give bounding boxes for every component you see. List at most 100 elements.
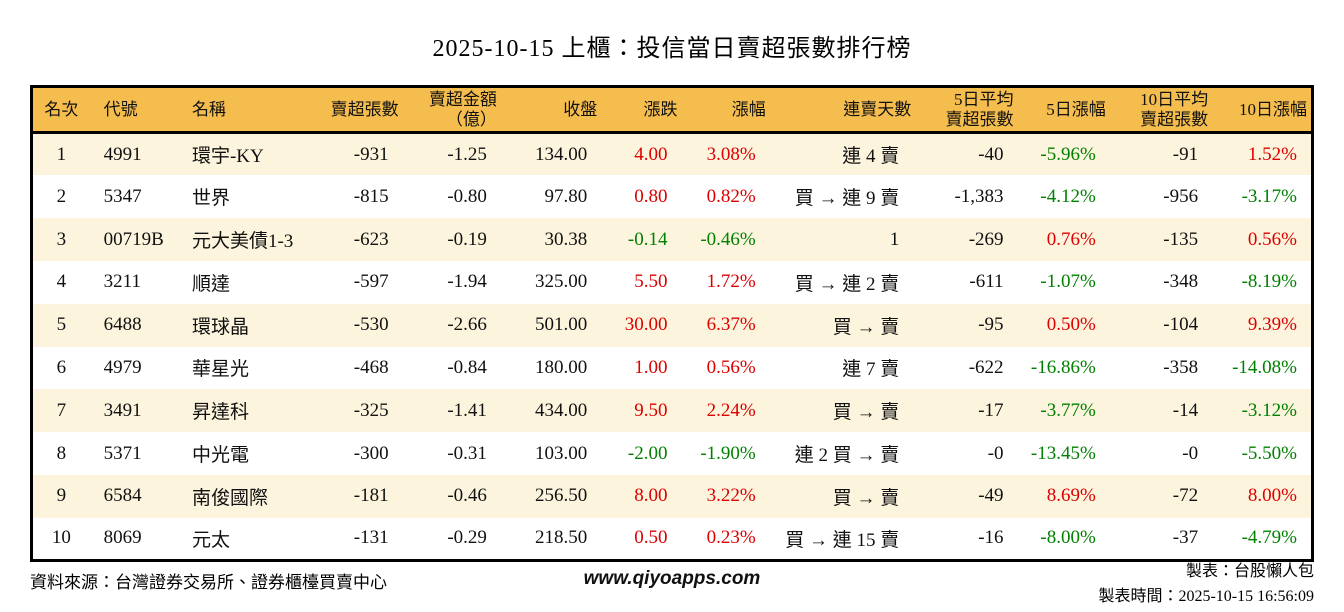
cell-amount: -1.25 <box>447 143 487 165</box>
cell-rank: 4 <box>56 271 67 293</box>
column-header-change_pct: 漲幅 <box>681 86 770 135</box>
cell-rank: 6 <box>56 356 67 378</box>
page-title: 2025-10-15 上櫃：投信當日賣超張數排行榜 <box>432 36 912 62</box>
cell-code: 3491 <box>103 399 142 421</box>
cell-amount: -2.66 <box>447 314 487 336</box>
cell-code: 3211 <box>103 271 141 293</box>
cell-amount: -1.41 <box>447 399 487 421</box>
cell-pct5: -4.12% <box>1040 185 1096 207</box>
cell-rank: 1 <box>56 143 67 165</box>
cell-change_pct: -1.90% <box>700 442 756 464</box>
table-row: 7 3491 昇達科 -325 -1.41 434.00 9.50 2.24% 買 → 賣 -17… <box>31 389 1313 433</box>
report-credit: 製表：台股懶人包 製表時間：2025-10-15 16:56:09 <box>1098 560 1314 610</box>
cell-pct10: 9.39% <box>1247 314 1297 336</box>
cell-avg5: -49 <box>978 485 1004 507</box>
cell-avg5: -1,383 <box>954 185 1004 207</box>
cell-change: 0.80 <box>634 185 668 207</box>
cell-avg5: -16 <box>978 527 1004 549</box>
cell-amount: -0.29 <box>447 527 487 549</box>
table-row: 6 4979 華星光 -468 -0.84 180.00 1.00 0.56% 連 7 賣 -62… <box>32 347 1313 390</box>
column-header-rank: 名次 <box>31 86 90 135</box>
cell-avg5: -269 <box>968 228 1004 250</box>
cell-net_sell: -468 <box>353 356 389 378</box>
cell-net_sell: -181 <box>353 485 389 507</box>
column-header-avg10: 10日平均 賣超張數 <box>1109 86 1213 135</box>
cell-amount: -1.94 <box>447 271 487 293</box>
cell-avg10: -358 <box>1163 356 1199 378</box>
cell-pct5: -8.00% <box>1040 527 1096 549</box>
cell-code: 5371 <box>103 442 142 464</box>
cell-rank: 2 <box>56 185 67 207</box>
table-row: 1 4991 環宇-KY -931 -1.25 134.00 4.00 3.08% 連 4 賣 -… <box>31 132 1313 176</box>
cell-streak: 1 <box>889 228 900 250</box>
cell-change: -2.00 <box>627 442 668 464</box>
cell-rank: 7 <box>56 399 67 421</box>
cell-change_pct: 0.23% <box>706 527 756 549</box>
cell-close: 30.38 <box>544 228 588 250</box>
cell-net_sell: -300 <box>353 442 389 464</box>
column-header-net_sell: 賣超張數 <box>312 86 403 135</box>
cell-change: -0.14 <box>627 228 668 250</box>
column-header-pct5: 5日漲幅 <box>1017 86 1110 135</box>
cell-net_sell: -131 <box>353 527 389 549</box>
cell-change: 5.50 <box>634 271 668 293</box>
cell-avg10: -91 <box>1172 143 1199 165</box>
cell-streak: 買 → 賣 <box>832 402 900 424</box>
cell-avg10: -135 <box>1163 228 1199 250</box>
cell-streak: 連 2 買 → 賣 <box>794 445 900 467</box>
cell-streak: 連 4 賣 <box>842 146 900 168</box>
cell-pct10: -3.12% <box>1241 399 1297 421</box>
cell-streak: 買 → 連 15 賣 <box>785 529 900 551</box>
cell-pct10: 1.52% <box>1247 143 1297 165</box>
table-row: 2 5347 世界 -815 -0.80 97.80 0.80 0.82% 買 → 連 9 賣 -… <box>32 175 1313 218</box>
cell-streak: 買 → 連 9 賣 <box>794 188 900 210</box>
cell-amount: -0.31 <box>447 442 487 464</box>
cell-avg10: -104 <box>1163 314 1199 336</box>
cell-change: 9.50 <box>634 399 668 421</box>
cell-net_sell: -597 <box>353 271 389 293</box>
cell-pct10: -4.79% <box>1241 527 1297 549</box>
cell-code: 4991 <box>103 143 142 165</box>
column-header-code: 代號 <box>89 86 178 135</box>
cell-code: 4979 <box>103 356 142 378</box>
cell-change_pct: 0.82% <box>706 185 756 207</box>
cell-close: 180.00 <box>534 356 588 378</box>
cell-rank: 10 <box>51 527 71 549</box>
column-header-close: 收盤 <box>500 86 602 135</box>
cell-avg10: -37 <box>1172 527 1199 549</box>
website-watermark: www.qiyoapps.com <box>583 568 761 589</box>
cell-name: 元太 <box>191 529 230 551</box>
cell-avg5: -40 <box>978 143 1004 165</box>
data-source-note: 資料來源：台灣證券交易所、證券櫃檯買賣中心 <box>30 573 387 592</box>
cell-change_pct: -0.46% <box>700 228 756 250</box>
cell-change_pct: 2.24% <box>706 399 756 421</box>
cell-rank: 8 <box>56 442 67 464</box>
cell-close: 97.80 <box>544 185 588 207</box>
cell-change_pct: 3.08% <box>706 143 756 165</box>
cell-rank: 9 <box>56 485 67 507</box>
cell-change: 30.00 <box>624 314 668 336</box>
cell-net_sell: -623 <box>353 228 389 250</box>
column-header-streak: 連賣天數 <box>769 86 916 135</box>
cell-name: 華星光 <box>191 359 249 381</box>
report-timestamp: 製表時間：2025-10-15 16:56:09 <box>1098 587 1314 605</box>
cell-pct5: -5.96% <box>1040 143 1096 165</box>
table-row: 9 6584 南俊國際 -181 -0.46 256.50 8.00 3.22% 買 → 賣 -4… <box>31 474 1313 518</box>
table-row: 5 6488 環球晶 -530 -2.66 501.00 30.00 6.37% 買 → 賣 -9… <box>31 303 1313 347</box>
table-header: 名次 代號 名稱 賣超張數 賣超金額 （億） 收盤 漲跌 漲幅 連賣天數 5日平均 賣超張數 5日漲… <box>31 86 1313 135</box>
report-author: 製表：台股懶人包 <box>1185 563 1314 580</box>
cell-close: 103.00 <box>534 442 588 464</box>
column-header-avg5: 5日平均 賣超張數 <box>915 86 1018 135</box>
cell-streak: 連 7 賣 <box>842 359 900 381</box>
cell-amount: -0.80 <box>447 185 487 207</box>
cell-change: 8.00 <box>634 485 668 507</box>
cell-avg5: -95 <box>978 314 1004 336</box>
cell-rank: 5 <box>56 314 67 336</box>
cell-close: 134.00 <box>534 143 588 165</box>
cell-name: 南俊國際 <box>191 487 268 509</box>
cell-avg10: -72 <box>1172 485 1199 507</box>
cell-pct10: 0.56% <box>1247 228 1297 250</box>
cell-change: 4.00 <box>634 143 668 165</box>
column-header-change: 漲跌 <box>601 86 682 135</box>
cell-avg10: -348 <box>1163 271 1199 293</box>
